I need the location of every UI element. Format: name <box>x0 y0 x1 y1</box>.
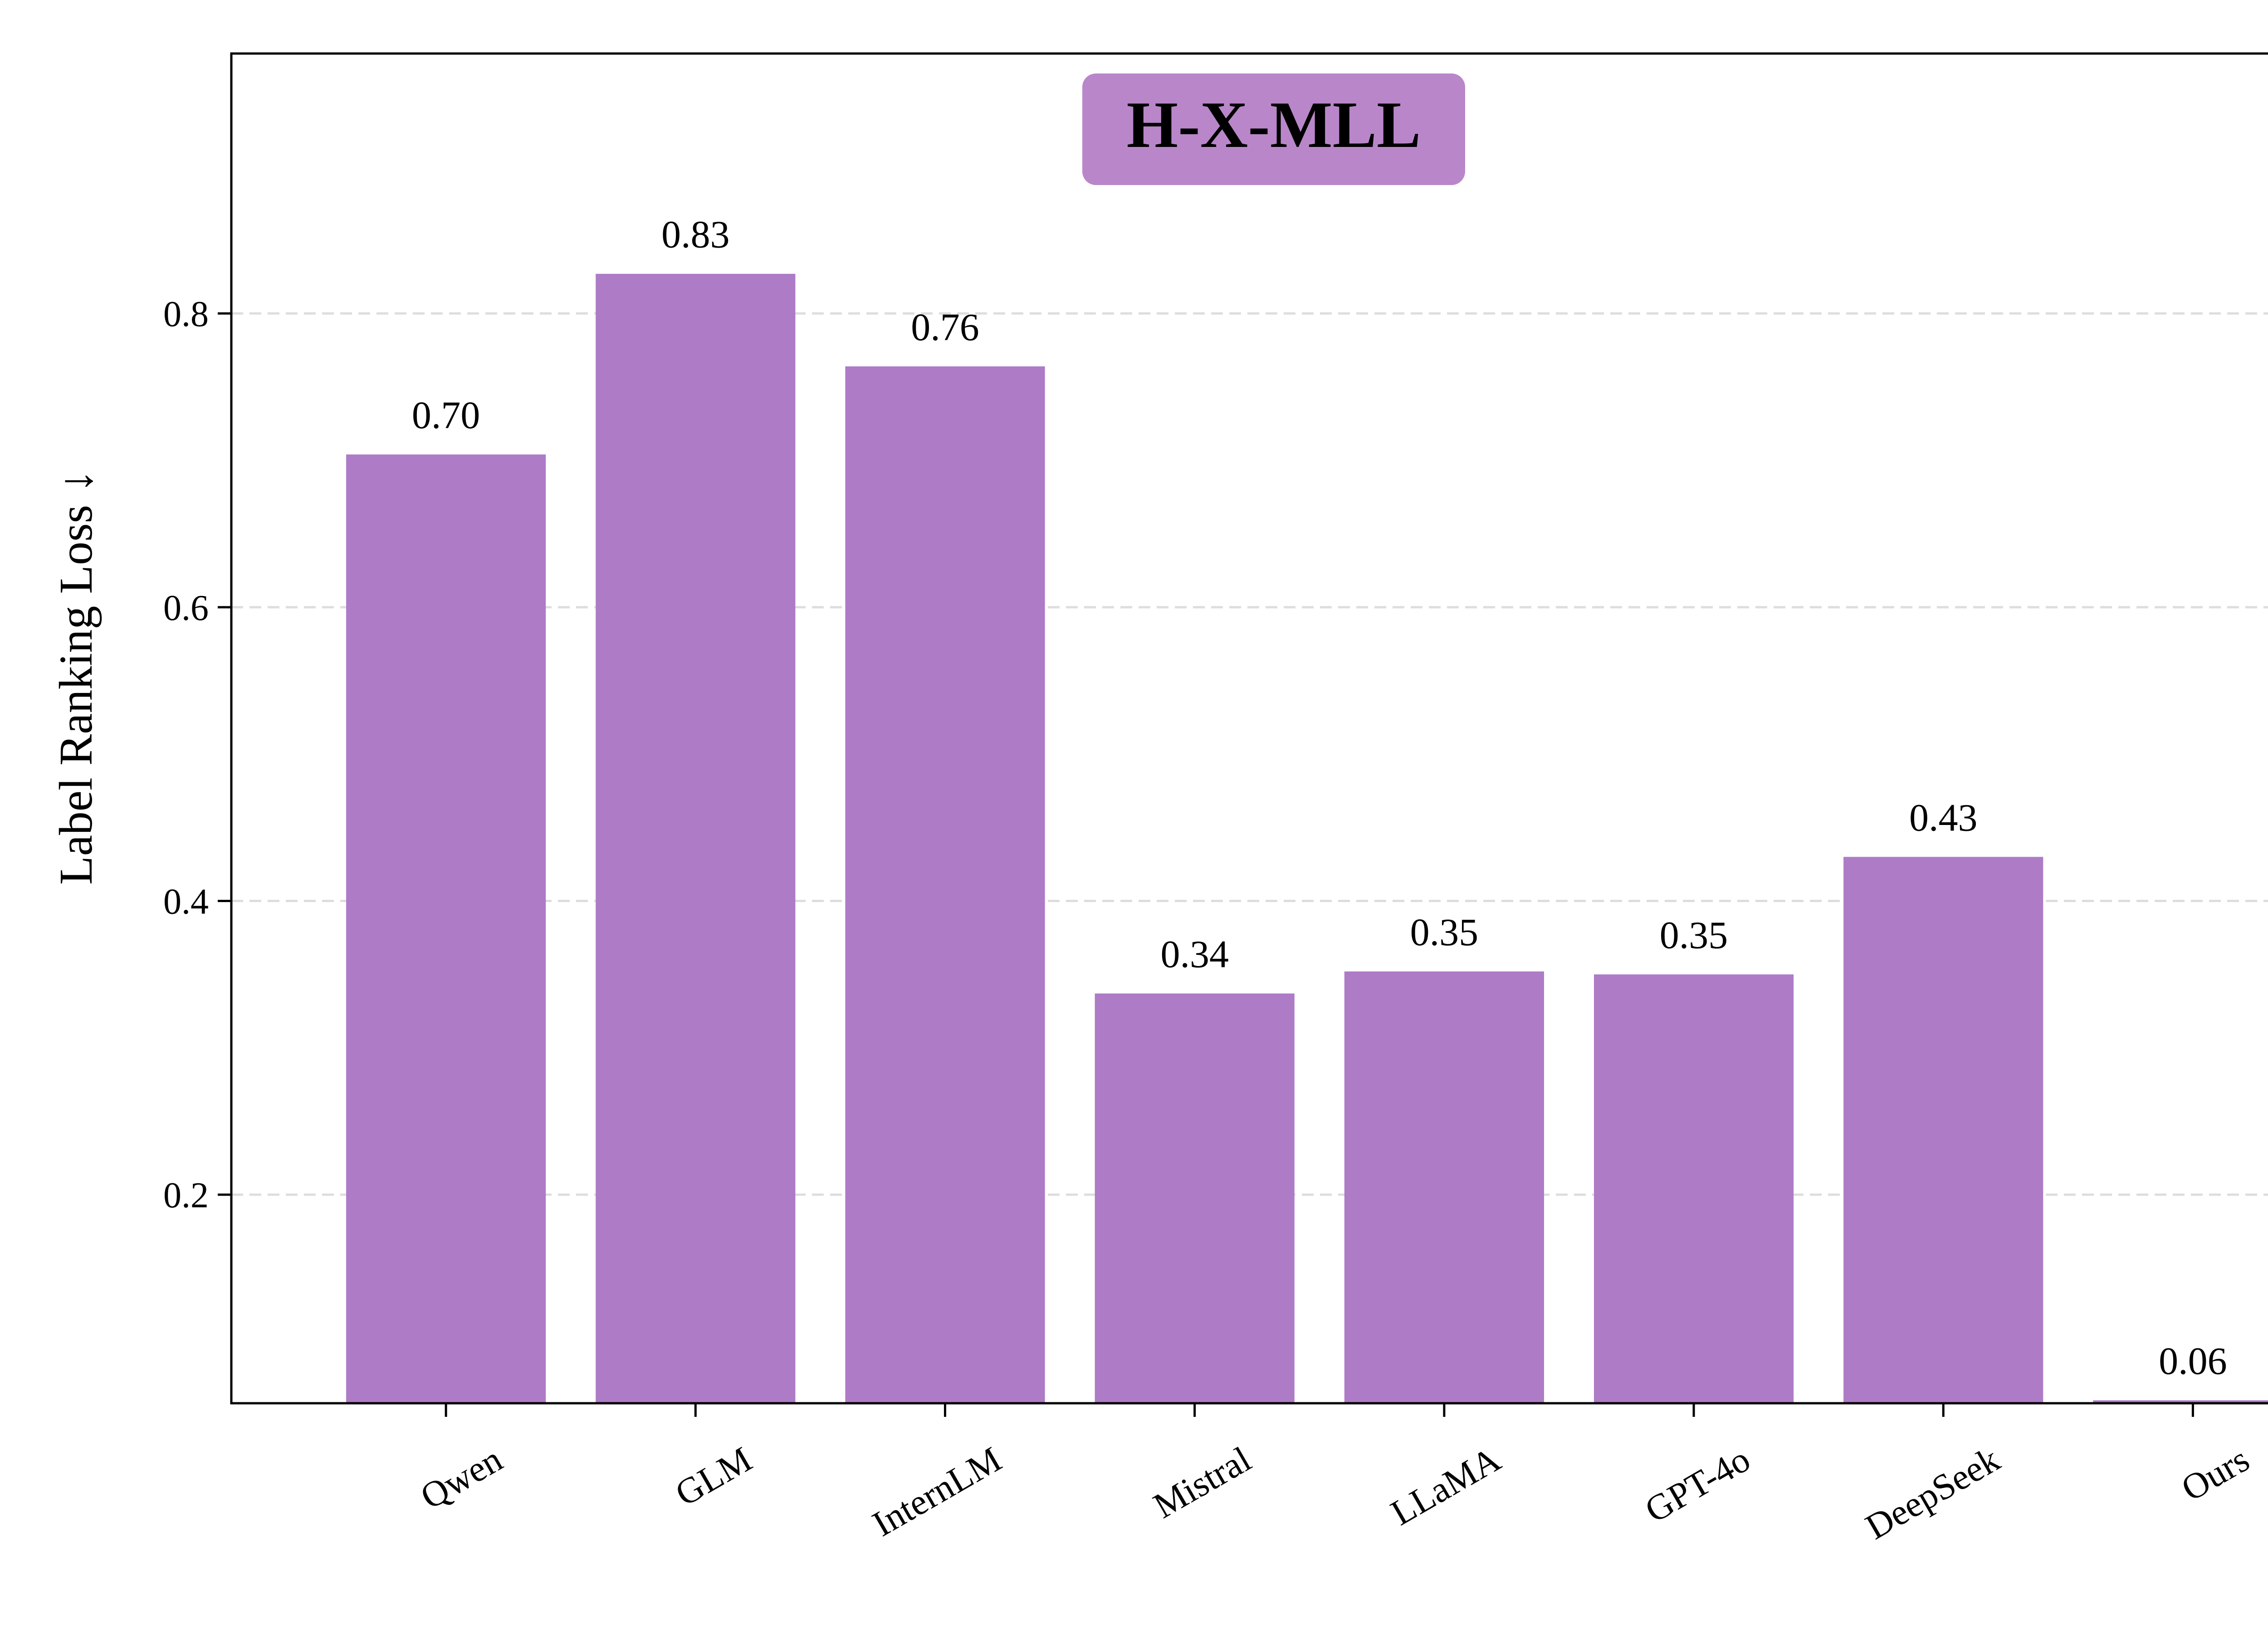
x-tick-label: Ours <box>2175 1439 2256 1509</box>
x-ticks: Qwen GLM InternLM Mistral LLaMA GPT-4o DeepSee… <box>414 1403 2256 1547</box>
bar-value-label: 0.35 <box>1660 913 1728 957</box>
chart-title-box <box>1082 73 1465 185</box>
bar <box>1593 974 1794 1403</box>
bar <box>1095 993 1295 1403</box>
bar-value-label: 0.35 <box>1410 910 1479 954</box>
y-tick-label: 0.6 <box>163 588 209 628</box>
bar-value-label: 0.34 <box>1160 932 1229 976</box>
bar-value-label: 0.83 <box>661 213 730 256</box>
x-tick-label: InternLM <box>866 1439 1008 1544</box>
y-tick-label: 0.2 <box>163 1176 209 1215</box>
y-tick-label: 0.4 <box>163 882 209 922</box>
x-tick-label: GPT-4o <box>1638 1439 1757 1530</box>
x-tick-label: LLaMA <box>1384 1439 1507 1533</box>
y-tick-label: 0.8 <box>163 294 209 334</box>
bar <box>346 454 546 1403</box>
bar <box>1344 971 1544 1403</box>
bar <box>2093 1400 2268 1403</box>
y-ticks: 0.2 0.4 0.6 0.8 <box>163 294 231 1215</box>
bars <box>346 273 2268 1404</box>
chart-title-group: H-X-MLL <box>1082 73 1465 185</box>
x-tick-label: Qwen <box>414 1439 509 1517</box>
bar <box>1843 857 2043 1403</box>
chart-title: H-X-MLL <box>1127 88 1421 161</box>
bar <box>845 366 1045 1404</box>
plot-frame <box>230 52 2268 1405</box>
bar-value-label: 0.06 <box>2159 1339 2227 1383</box>
x-tick-label: DeepSeek <box>1859 1439 2006 1547</box>
x-tick-label: GLM <box>669 1439 758 1514</box>
x-tick-label: Mistral <box>1147 1439 1258 1526</box>
bar-value-label: 0.70 <box>412 393 480 437</box>
bar-value-label: 0.76 <box>911 305 979 349</box>
bar-value-label: 0.43 <box>1909 796 1978 839</box>
bar <box>596 273 796 1403</box>
y-axis-title: Label Ranking Loss ↓ <box>50 469 102 885</box>
value-labels: 0.70 0.83 0.76 0.34 0.35 0.35 0.43 0.06 <box>412 213 2227 1383</box>
